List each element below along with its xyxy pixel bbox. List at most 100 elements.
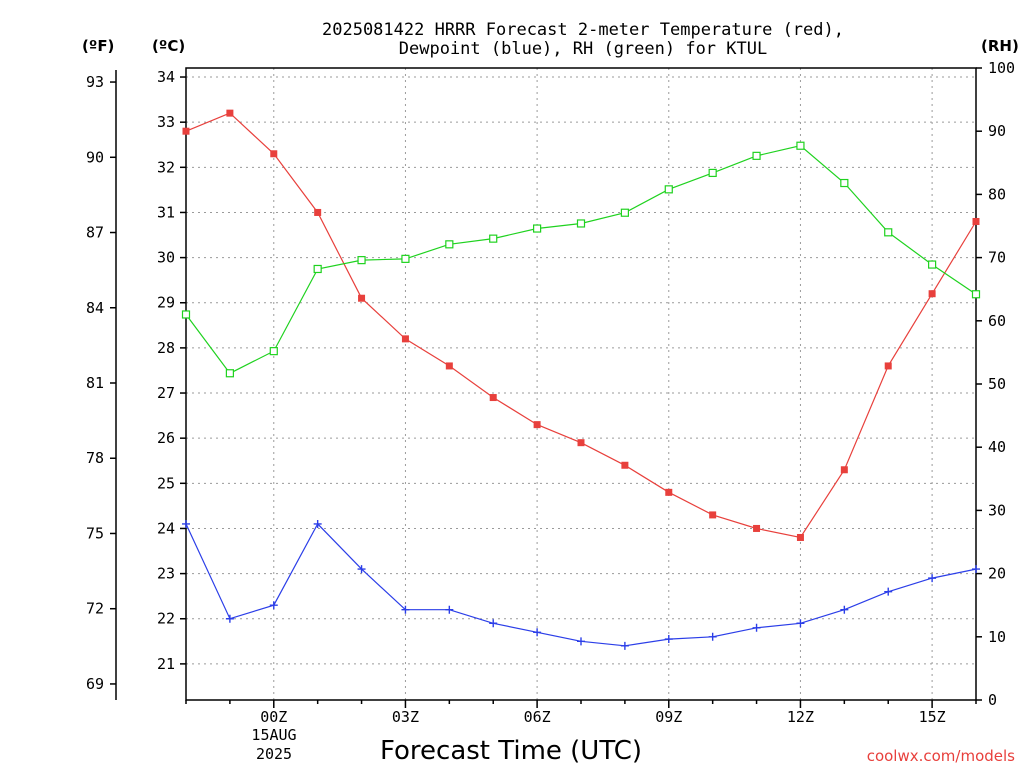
date-label-year: 2025	[256, 745, 292, 763]
rh-tick-label: 100	[988, 59, 1015, 77]
temperature-point	[401, 335, 409, 343]
temperature-point	[358, 294, 366, 302]
fahrenheit-tick-label: 78	[86, 449, 104, 467]
fahrenheit-tick-label: 93	[86, 73, 104, 91]
rh-tick-label: 20	[988, 565, 1006, 583]
dewpoint-point	[313, 519, 322, 528]
dewpoint-series-line	[185, 522, 977, 647]
fahrenheit-unit-label: (ºF)	[82, 37, 114, 55]
dewpoint-point	[620, 641, 629, 650]
chart-title-line-1: 2025081422 HRRR Forecast 2-meter Tempera…	[322, 20, 844, 40]
grid-lines	[186, 68, 976, 700]
site-credit: coolwx.com/models	[867, 747, 1015, 765]
rh-point	[884, 228, 893, 237]
rh-point	[269, 347, 278, 356]
fahrenheit-tick-label: 84	[86, 299, 104, 317]
temperature-point	[577, 439, 585, 447]
plot-frame	[185, 67, 977, 701]
rh-point	[225, 369, 234, 378]
celsius-tick-label: 22	[157, 610, 175, 628]
rh-tick-label: 50	[988, 375, 1006, 393]
rh-point	[313, 264, 322, 274]
celsius-tick-label: 32	[157, 158, 175, 176]
rh-tick-label: 0	[988, 691, 997, 709]
time-tick-label: 03Z	[392, 708, 419, 726]
celsius-tick-label: 25	[157, 474, 175, 492]
fahrenheit-tick-label: 75	[86, 524, 104, 542]
chart-title-line-2: Dewpoint (blue), RH (green) for KTUL	[399, 39, 767, 59]
dewpoint-point	[357, 565, 366, 574]
temperature-point	[840, 466, 848, 474]
rh-tick-label: 80	[988, 185, 1006, 203]
fahrenheit-tick-label: 81	[86, 374, 104, 392]
fahrenheit-tick-label: 90	[86, 148, 104, 166]
rh-tick-label: 10	[988, 628, 1006, 646]
rh-tick-label: 90	[988, 122, 1006, 140]
series-layer	[181, 109, 981, 650]
temperature-point	[226, 109, 234, 117]
dewpoint-point	[182, 519, 190, 528]
rh-axis: 0 10 20 30 40 50 60 70 80 90 100	[976, 59, 1015, 709]
celsius-tick-label: 29	[157, 294, 175, 312]
celsius-axis: 21 22 23 24 25 26 27 28 29 30 31 32 33 34	[157, 68, 186, 673]
celsius-tick-label: 33	[157, 113, 175, 131]
temperature-point	[182, 127, 190, 135]
dewpoint-point	[884, 587, 893, 596]
x-axis-title: Forecast Time (UTC)	[380, 736, 642, 766]
temperature-point	[884, 362, 892, 370]
temperature-series-line	[185, 112, 977, 539]
rh-point	[576, 219, 586, 228]
time-tick-label: 06Z	[524, 708, 551, 726]
celsius-tick-label: 34	[157, 68, 175, 86]
rh-point	[664, 185, 673, 194]
dewpoint-point	[225, 614, 234, 623]
celsius-tick-label: 26	[157, 429, 175, 447]
dewpoint-point	[752, 623, 761, 632]
celsius-unit-label: (ºC)	[152, 37, 185, 55]
fahrenheit-tick-label: 87	[86, 224, 104, 242]
celsius-tick-label: 27	[157, 384, 175, 402]
time-tick-label: 12Z	[787, 708, 814, 726]
dewpoint-point	[401, 605, 410, 614]
temperature-point	[972, 217, 980, 225]
temperature-point	[796, 533, 804, 541]
dewpoint-point	[577, 637, 585, 646]
rh-point	[401, 254, 410, 263]
celsius-tick-label: 30	[157, 249, 175, 267]
rh-tick-label: 30	[988, 501, 1006, 519]
temperature-point	[709, 511, 717, 519]
celsius-tick-label: 24	[157, 519, 175, 537]
time-axis: 00Z 03Z 06Z 09Z 12Z 15Z	[185, 700, 977, 726]
celsius-tick-label: 31	[157, 203, 175, 221]
rh-tick-label: 60	[988, 312, 1006, 330]
celsius-tick-label: 28	[157, 339, 175, 357]
rh-point	[445, 240, 454, 249]
rh-point	[796, 141, 805, 150]
temperature-point	[445, 362, 453, 370]
temperature-point	[928, 290, 936, 298]
rh-point	[928, 260, 937, 269]
temperature-point	[533, 421, 541, 429]
rh-point	[181, 310, 191, 319]
dewpoint-point	[708, 632, 717, 641]
dewpoint-point	[445, 605, 454, 614]
celsius-tick-label: 23	[157, 565, 175, 583]
temperature-point	[270, 150, 278, 158]
dewpoint-point	[269, 601, 278, 610]
date-label-day: 15AUG	[251, 726, 296, 744]
time-tick-label: 15Z	[919, 708, 946, 726]
dewpoint-point	[664, 635, 673, 644]
rh-point	[752, 151, 761, 160]
rh-unit-label: (RH)	[981, 37, 1019, 55]
fahrenheit-tick-label: 72	[86, 600, 104, 618]
rh-point	[489, 234, 498, 243]
dewpoint-point	[840, 605, 849, 614]
rh-series-line	[185, 145, 977, 375]
time-tick-label: 09Z	[655, 708, 682, 726]
fahrenheit-tick-label: 69	[86, 675, 104, 693]
temperature-point	[665, 488, 673, 496]
dewpoint-point	[533, 628, 542, 637]
dewpoint-point	[489, 619, 498, 628]
temperature-point	[753, 524, 761, 532]
